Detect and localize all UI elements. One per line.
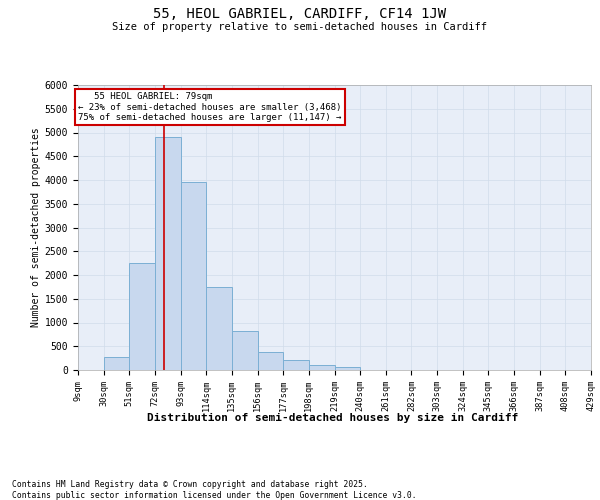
Bar xyxy=(232,330,257,370)
Bar xyxy=(104,357,130,370)
Text: 55 HEOL GABRIEL: 79sqm
← 23% of semi-detached houses are smaller (3,468)
75% of : 55 HEOL GABRIEL: 79sqm ← 23% of semi-det… xyxy=(79,92,342,122)
Bar xyxy=(206,287,232,370)
Text: Distribution of semi-detached houses by size in Cardiff: Distribution of semi-detached houses by … xyxy=(148,412,518,422)
Bar xyxy=(283,360,309,370)
Bar xyxy=(309,365,335,370)
Bar xyxy=(257,352,283,370)
Text: 55, HEOL GABRIEL, CARDIFF, CF14 1JW: 55, HEOL GABRIEL, CARDIFF, CF14 1JW xyxy=(154,8,446,22)
Bar xyxy=(181,182,206,370)
Text: Contains HM Land Registry data © Crown copyright and database right 2025.
Contai: Contains HM Land Registry data © Crown c… xyxy=(12,480,416,500)
Bar xyxy=(130,263,155,370)
Y-axis label: Number of semi-detached properties: Number of semi-detached properties xyxy=(31,128,41,328)
Bar xyxy=(335,366,360,370)
Bar xyxy=(155,137,181,370)
Text: Size of property relative to semi-detached houses in Cardiff: Size of property relative to semi-detach… xyxy=(113,22,487,32)
